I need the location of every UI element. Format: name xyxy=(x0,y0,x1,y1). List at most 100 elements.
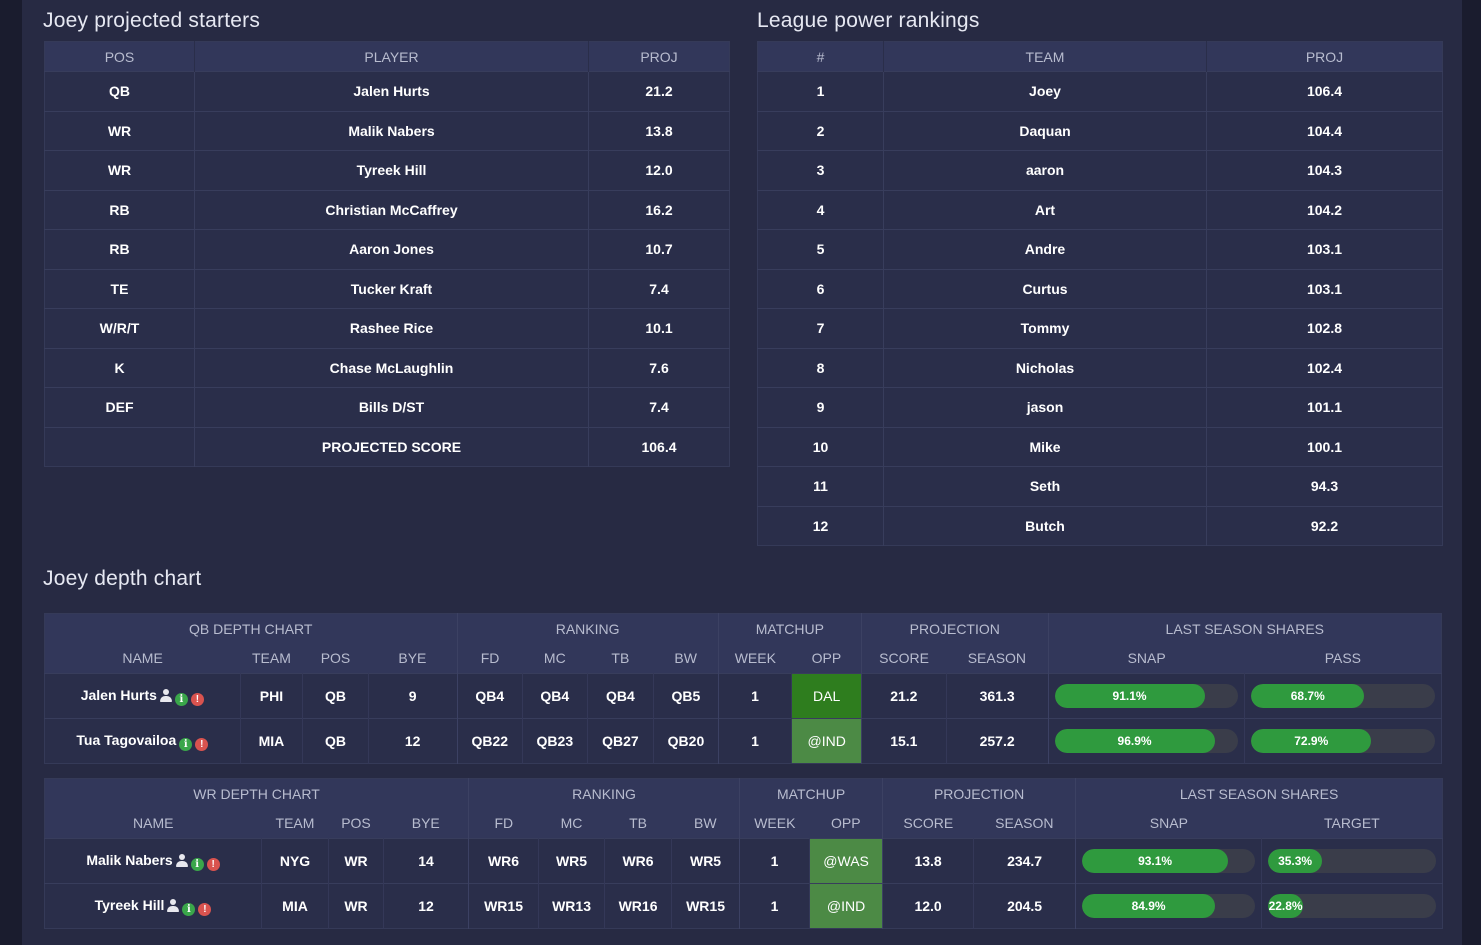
starter-row: TE Tucker Kraft 7.4 xyxy=(44,268,730,309)
starter-player[interactable]: Rashee Rice xyxy=(194,308,589,348)
wr-col-season[interactable]: SEASON xyxy=(973,808,1077,839)
info-icon[interactable]: i xyxy=(174,692,188,706)
depth-share1-cell: 84.9% xyxy=(1075,883,1263,929)
depth-bw: QB5 xyxy=(653,673,719,719)
qb-col-share2[interactable]: PASS xyxy=(1244,643,1442,674)
alert-icon[interactable]: ! xyxy=(198,902,212,916)
depth-share1-cell: 93.1% xyxy=(1075,838,1263,884)
ranking-proj: 106.4 xyxy=(1206,71,1443,111)
ranking-team[interactable]: Joey xyxy=(883,71,1207,111)
starter-player[interactable]: Aaron Jones xyxy=(194,229,589,269)
starters-table: POS PLAYER PROJ QB Jalen Hurts 21.2 WR Malik… xyxy=(44,41,730,467)
starter-player[interactable]: Chase McLaughlin xyxy=(194,347,589,388)
starter-player[interactable]: Tucker Kraft xyxy=(194,268,589,309)
ranking-row: 4 Art 104.2 xyxy=(757,189,1443,230)
wr-depth-table: WR DEPTH CHART RANKING MATCHUP PROJECTION LA… xyxy=(44,778,1444,929)
info-icon[interactable]: i xyxy=(179,737,193,751)
person-icon[interactable] xyxy=(167,898,180,912)
share-bar-label: 93.1% xyxy=(1138,854,1173,868)
alert-icon[interactable]: ! xyxy=(206,857,220,871)
depth-bw: WR5 xyxy=(671,838,741,884)
wr-col-bw[interactable]: BW xyxy=(671,808,741,839)
wr-col-fd[interactable]: FD xyxy=(468,808,539,839)
alert-icon[interactable]: ! xyxy=(195,737,209,751)
wr-col-pos[interactable]: POS xyxy=(328,808,384,839)
share-bar: 84.9% xyxy=(1082,894,1256,918)
ranking-team[interactable]: Nicholas xyxy=(883,347,1207,388)
qb-col-opp[interactable]: OPP xyxy=(791,643,862,674)
depth-player-name[interactable]: Malik Nabers xyxy=(86,851,173,868)
depth-player-name[interactable]: Tyreek Hill xyxy=(94,896,165,913)
wr-col-bye[interactable]: BYE xyxy=(383,808,470,839)
qb-col-name[interactable]: NAME xyxy=(44,643,241,674)
ranking-row: 3 aaron 104.3 xyxy=(757,150,1443,190)
qb-col-mc[interactable]: MC xyxy=(522,643,588,674)
alert-icon[interactable]: ! xyxy=(190,692,204,706)
depth-player-cell: Malik Nabers i! xyxy=(44,838,262,884)
starter-pos: QB xyxy=(44,71,195,111)
depth-week: 1 xyxy=(739,838,811,884)
qb-col-score[interactable]: SCORE xyxy=(861,643,947,674)
qb-col-season[interactable]: SEASON xyxy=(946,643,1049,674)
qb-col-tb[interactable]: TB xyxy=(587,643,654,674)
qb-col-pos[interactable]: POS xyxy=(302,643,369,674)
depth-chart-title: Joey depth chart xyxy=(43,567,202,590)
person-icon[interactable] xyxy=(159,688,172,702)
wr-col-week[interactable]: WEEK xyxy=(739,808,810,839)
info-icon[interactable]: i xyxy=(182,902,196,916)
qb-col-fd[interactable]: FD xyxy=(457,643,523,674)
starters-total-row: PROJECTED SCORE 106.4 xyxy=(44,426,730,467)
share-bar-label: 68.7% xyxy=(1290,689,1325,703)
depth-mc: WR5 xyxy=(538,838,606,884)
depth-fd: QB4 xyxy=(457,673,524,719)
starter-proj: 7.4 xyxy=(588,387,730,427)
ranking-team[interactable]: Daquan xyxy=(883,110,1207,151)
wr-col-share1[interactable]: SNAP xyxy=(1075,808,1262,839)
starter-player[interactable]: Tyreek Hill xyxy=(194,150,589,190)
starter-player[interactable]: Christian McCaffrey xyxy=(194,189,589,230)
starter-row: RB Christian McCaffrey 16.2 xyxy=(44,189,730,230)
info-icon[interactable]: i xyxy=(190,857,204,871)
starter-proj: 16.2 xyxy=(588,189,730,230)
wr-col-opp[interactable]: OPP xyxy=(809,808,884,839)
starter-player[interactable]: Malik Nabers xyxy=(194,110,589,151)
qb-col-week[interactable]: WEEK xyxy=(718,643,792,674)
ranking-team[interactable]: Andre xyxy=(883,229,1207,269)
share-bar-label: 22.8% xyxy=(1268,899,1303,913)
share-bar-label: 84.9% xyxy=(1131,899,1166,913)
depth-team: PHI xyxy=(240,673,304,719)
qb-col-bye[interactable]: BYE xyxy=(368,643,458,674)
qb-col-team[interactable]: TEAM xyxy=(240,643,303,674)
person-icon[interactable] xyxy=(175,853,188,867)
ranking-team[interactable]: jason xyxy=(883,387,1207,427)
share-bar: 35.3% xyxy=(1268,849,1437,873)
ranking-team[interactable]: Art xyxy=(883,189,1207,230)
wr-col-score[interactable]: SCORE xyxy=(882,808,974,839)
ranking-team[interactable]: Tommy xyxy=(883,308,1207,348)
qb-depth-table: QB DEPTH CHART RANKING MATCHUP PROJECTION LA… xyxy=(44,613,1442,764)
ranking-team[interactable]: Seth xyxy=(883,466,1207,506)
wr-col-mc[interactable]: MC xyxy=(538,808,605,839)
qb-group-shares: LAST SEASON SHARES xyxy=(1048,613,1442,644)
qb-group-matchup: MATCHUP xyxy=(718,613,862,644)
rankings-header-team: TEAM xyxy=(883,41,1207,72)
starters-total-value: 106.4 xyxy=(588,426,730,467)
rankings-header-rank: # xyxy=(757,41,884,72)
depth-player-name[interactable]: Tua Tagovailoa xyxy=(76,731,177,748)
wr-col-team[interactable]: TEAM xyxy=(261,808,329,839)
qb-col-share1[interactable]: SNAP xyxy=(1048,643,1245,674)
depth-player-cell: Tua Tagovailoa i! xyxy=(44,718,241,764)
wr-col-tb[interactable]: TB xyxy=(604,808,672,839)
ranking-team[interactable]: Butch xyxy=(883,505,1207,546)
starter-player[interactable]: Jalen Hurts xyxy=(194,71,589,111)
ranking-team[interactable]: Curtus xyxy=(883,268,1207,309)
ranking-team[interactable]: Mike xyxy=(883,426,1207,467)
ranking-team[interactable]: aaron xyxy=(883,150,1207,190)
starters-header-player: PLAYER xyxy=(194,41,589,72)
wr-col-name[interactable]: NAME xyxy=(44,808,262,839)
starter-player[interactable]: Bills D/ST xyxy=(194,387,589,427)
wr-col-share2[interactable]: TARGET xyxy=(1261,808,1443,839)
qb-col-bw[interactable]: BW xyxy=(653,643,719,674)
depth-player-name[interactable]: Jalen Hurts xyxy=(80,686,157,703)
wr-column-header-row: NAME TEAM POS BYE FD MC TB BW WEEK OPP SCORE SEASON… xyxy=(44,808,1443,839)
